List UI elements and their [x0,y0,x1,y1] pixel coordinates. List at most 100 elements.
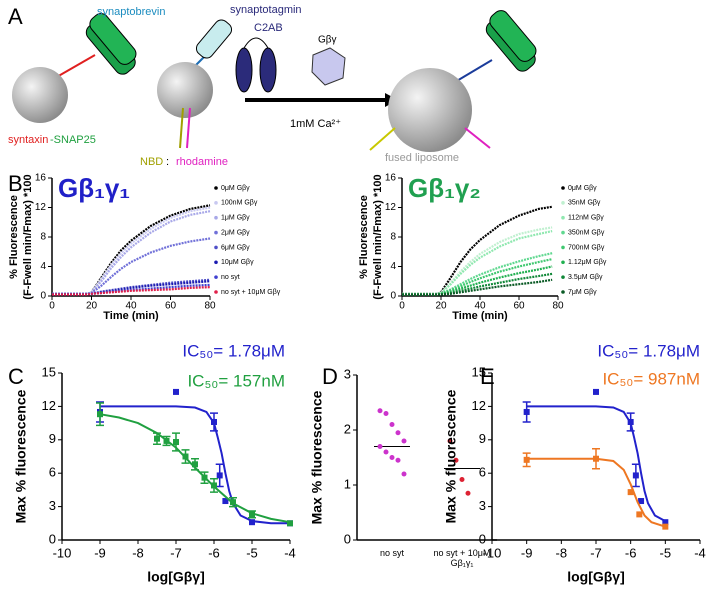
point [523,456,530,463]
marker [369,127,396,151]
label: 1mM Ca²⁺ [290,118,341,130]
legend-marker [561,201,565,205]
x-tick-label: -9 [94,545,106,560]
point [173,439,179,446]
label: synaptobrevin [97,6,166,18]
y-tick-label: 12 [472,398,486,413]
point [447,438,453,444]
legend-marker [214,186,218,190]
annotation: IC₅₀= 1.78μM [597,341,700,360]
y-axis-label: % Fluorescence [8,195,20,279]
y-tick-label: 12 [35,202,47,213]
y-tick-label: 16 [35,173,47,184]
point [636,511,643,518]
panel-label: B [8,171,23,196]
x-tick-label: -8 [132,545,144,560]
legend-marker [561,245,565,250]
legend-marker [561,230,565,235]
linker [54,54,96,79]
x-tick-label: no syt [379,548,404,558]
chart-title: Gβ₁γ₂ [408,173,481,203]
synaptobrevin [195,19,233,59]
y-axis-label: Max % fluorescence [309,390,325,524]
point [192,461,198,468]
annotation: IC₅₀= 157nM [187,371,285,390]
label: NBD [140,156,163,168]
point [593,388,599,395]
y-tick-label: 3 [49,498,56,513]
series-line [402,226,553,295]
x-tick-label: 0 [49,301,55,312]
x-tick-label: -5 [246,545,258,560]
point [662,523,669,530]
legend-label: 112nM Gβγ [568,215,604,222]
fit-line [526,405,666,522]
y-tick-label: 12 [385,202,397,213]
label: rhodamine [176,156,228,168]
legend-label: 700nM Gβγ [568,244,605,251]
point [383,411,389,416]
legend-marker [214,201,218,205]
legend-label: 100nM Gβγ [221,200,258,207]
marker [179,107,184,149]
point [211,482,217,489]
y-tick-label: 1 [344,476,351,491]
x-tick-label: -9 [521,545,533,560]
legend-marker [561,275,565,279]
x-tick-label: -7 [170,545,182,560]
series-line [402,272,553,296]
label: : [163,156,172,168]
label: fused liposome [385,152,459,164]
point [97,411,103,418]
series-line [52,206,211,295]
x-tick-label: -10 [483,545,502,560]
y-tick-label: 4 [390,261,396,272]
marker [464,127,491,149]
point [395,430,401,436]
x-axis-label: log[Gβγ] [567,569,625,585]
y-tick-label: 9 [479,431,486,446]
series-line [402,205,553,295]
point [395,457,401,463]
point [154,435,160,442]
x-axis-label: log[Gβγ] [147,569,205,585]
series-line [402,252,553,296]
series-line [402,265,553,296]
legend-label: 0μM Gβγ [568,185,597,192]
y-tick-label: 0 [344,531,351,546]
series-line [52,280,211,296]
label: syntaxin [8,134,48,146]
legend-label: 35nM Gβγ [568,200,601,207]
panel-label: A [8,4,23,29]
legend-marker [214,215,218,220]
y-tick-label: 3 [479,498,486,513]
diagram [12,10,537,152]
x-axis-label: Time (min) [103,310,159,322]
liposome [157,62,213,118]
legend-label: 3.5μM Gβγ [568,274,603,281]
point [249,511,255,518]
y-axis-label: Max % fluorescence [443,389,459,523]
x-tick-label: -10 [53,545,72,560]
x-tick-label: 80 [204,301,216,312]
point [249,519,255,526]
snare-complex [85,13,137,75]
point [182,453,189,460]
y-tick-label: 6 [479,465,486,480]
x-tick-label: 40 [474,301,486,312]
series-line [402,230,553,295]
point [401,438,407,444]
point [377,444,383,449]
label: C2AB [254,22,283,34]
x-tick-label: -4 [284,545,296,560]
annotation: IC₅₀= 987nM [602,369,700,388]
label: Gβγ [318,35,337,46]
panel-label: D [322,364,338,389]
point [638,498,645,505]
point [662,519,669,526]
y-tick-label: 8 [390,232,396,243]
marker [186,107,191,149]
x-tick-label: -4 [694,545,706,560]
fit-line [526,457,666,528]
